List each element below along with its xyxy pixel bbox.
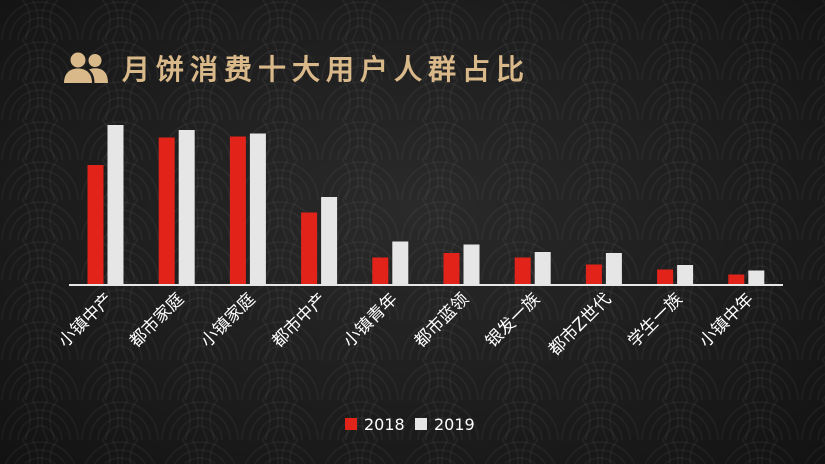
legend-label-2019: 2019 [434, 415, 475, 434]
bars-group [87, 125, 765, 285]
bar-2019-0 [107, 125, 124, 285]
x-tick-label: 小镇家庭 [197, 289, 259, 351]
bar-2019-3 [321, 197, 338, 285]
x-tick-label: 小镇中年 [696, 289, 758, 351]
bar-2019-4 [392, 241, 409, 285]
x-tick-label: 小镇青年 [340, 289, 402, 351]
bar-2018-5 [443, 253, 460, 285]
users-icon [64, 52, 108, 83]
bar-2018-2 [229, 136, 246, 285]
bar-2018-8 [657, 269, 674, 285]
bar-2019-5 [463, 244, 480, 285]
legend-label-2018: 2018 [364, 415, 405, 434]
x-tick-label: 学生一族 [624, 289, 686, 351]
x-tick-label: 都市家庭 [126, 289, 188, 351]
bar-2018-7 [585, 264, 602, 285]
x-tick-label: 都市Z世代 [545, 289, 615, 359]
legend-swatch-2019 [415, 418, 427, 430]
x-tick-label: 都市中产 [268, 289, 330, 351]
chart-title: 月饼消费十大用户人群占比 [122, 53, 531, 86]
legend-swatch-2018 [345, 418, 357, 430]
x-tick-label: 小镇中产 [55, 289, 117, 351]
bar-2018-0 [87, 165, 104, 285]
x-tick-label: 都市蓝领 [411, 289, 473, 351]
bar-2018-3 [301, 212, 318, 285]
bar-2018-9 [728, 274, 745, 285]
bar-2018-4 [372, 257, 389, 285]
bar-2019-8 [677, 265, 694, 285]
bar-2019-9 [748, 270, 765, 285]
title-bar: 月饼消费十大用户人群占比 [62, 46, 530, 90]
bar-2019-6 [534, 252, 551, 285]
bar-2019-7 [605, 253, 622, 285]
bar-2019-1 [178, 130, 195, 285]
x-tick-label: 银发一族 [482, 289, 544, 351]
legend: 2018 2019 [345, 415, 475, 434]
bar-2018-6 [514, 257, 531, 285]
bar-2018-1 [158, 137, 175, 285]
bar-2019-2 [249, 133, 266, 285]
x-tick-labels: 小镇中产 都市家庭 小镇家庭 都市中产 小镇青年 都市蓝领 银发一族 都市Z世代 学生一族 小镇中… [55, 289, 758, 359]
